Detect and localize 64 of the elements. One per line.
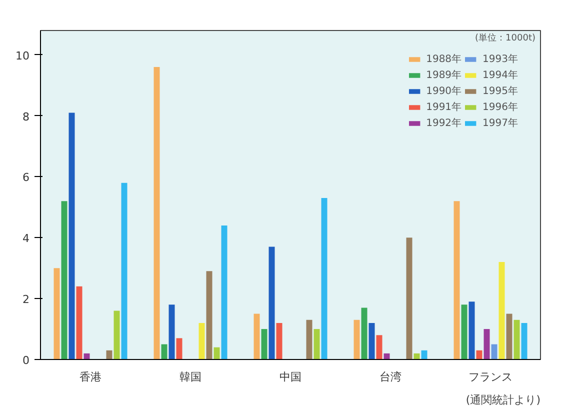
y-tick-label: 2 [22,293,30,306]
bar [76,286,82,360]
legend-label: 1996年 [482,101,518,114]
bar [514,320,520,360]
bar [214,347,220,360]
bar [368,322,375,360]
bar [254,314,260,360]
x-tick-label: 中国 [280,370,302,384]
legend-label: 1988年 [426,53,462,66]
bar [321,198,328,360]
y-tick-label: 8 [22,110,30,124]
legend-label: 1995年 [482,85,518,98]
bar [314,329,320,360]
bar [54,268,60,360]
bar [114,310,120,360]
bar [161,344,168,360]
legend-label: 1993年 [482,53,518,66]
bar [261,329,268,360]
bar [468,302,475,360]
y-tick-label: 4 [22,232,30,246]
bar [68,112,75,360]
bar [168,304,175,360]
bar [484,329,490,360]
bar [361,308,368,360]
bar [268,246,275,360]
bar [176,338,182,360]
legend-label: 1989年 [426,69,462,82]
text: (通関統計より) [466,394,541,406]
bar [476,350,482,360]
bar [421,350,428,360]
bar [491,344,498,360]
x-tick-label: フランス [468,370,512,384]
bar [154,67,160,360]
legend-label: 1992年 [426,117,462,130]
annotation: (単位：1000t) [475,32,536,44]
bar [276,322,282,360]
bar [406,238,412,360]
bar [84,353,90,360]
bar [61,201,68,360]
legend-label: 1990年 [426,85,462,98]
x-tick-label: 香港 [80,370,102,384]
bar [106,350,112,360]
bar [498,262,505,360]
bar [306,320,312,360]
bar [506,314,512,360]
bar [461,304,468,360]
y-tick-label: 6 [22,171,30,184]
legend-label: 1991年 [426,101,462,114]
y-tick-label: 0 [22,354,30,367]
bar [454,201,460,360]
bar [384,353,390,360]
bar [206,271,212,360]
legend-label: 1994年 [482,69,518,82]
bar [376,335,382,360]
bar [121,182,128,360]
bar [414,353,420,360]
bar [354,320,360,360]
x-tick-label: 台湾 [380,370,402,384]
bar [221,225,228,360]
x-tick-label: 韓国 [180,370,202,384]
legend-label: 1997年 [482,117,518,130]
bar [198,322,205,360]
bar [521,322,528,360]
y-tick-label: 10 [16,49,30,62]
